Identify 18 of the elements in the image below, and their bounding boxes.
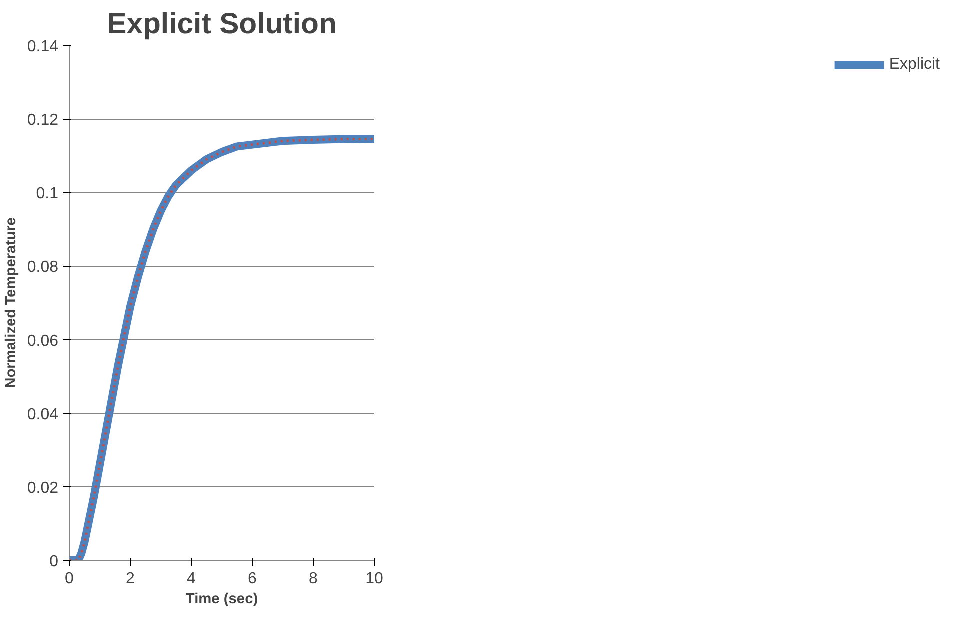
y-tick-label: 0.02	[27, 480, 59, 497]
legend-label: Explicit	[889, 56, 940, 74]
y-tick-label: 0.06	[27, 332, 59, 350]
x-tick-label: 8	[309, 570, 318, 588]
x-tick-label: 4	[187, 570, 196, 588]
x-tick-label: 10	[366, 570, 384, 588]
y-tick-label: 0.14	[27, 38, 59, 56]
x-tick-label: 6	[248, 570, 258, 588]
x-axis-title: Time (sec)	[186, 592, 258, 608]
y-tick-label: 0	[50, 554, 59, 570]
chart-title: Explicit Solution	[107, 8, 337, 40]
y-axis-title: Normalized Temperature	[3, 218, 20, 388]
y-tick-label: 0.04	[27, 406, 59, 424]
y-tick-label: 0.08	[27, 259, 59, 276]
y-tick-label: 0.12	[27, 112, 59, 130]
x-tick-label: 2	[126, 570, 136, 588]
y-tick-label: 0.1	[36, 186, 59, 203]
x-tick-label: 0	[65, 570, 74, 588]
